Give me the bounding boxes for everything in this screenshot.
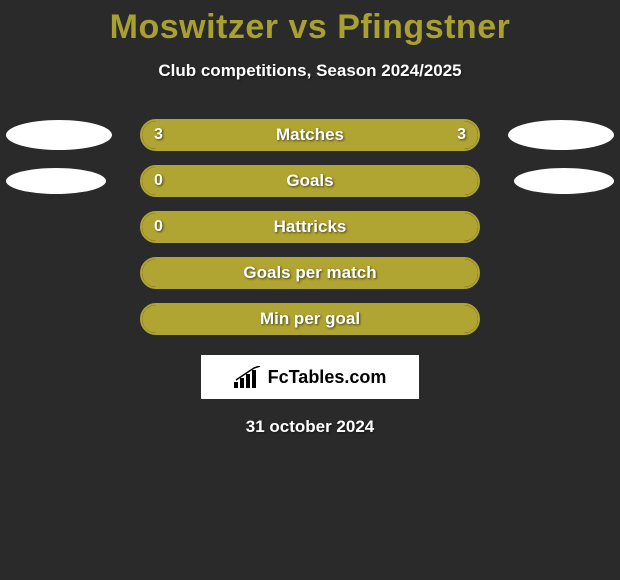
stat-row: Min per goal xyxy=(0,303,620,335)
stat-row: Hattricks0 xyxy=(0,211,620,243)
player-right-ellipse xyxy=(508,120,614,150)
stat-label: Matches xyxy=(142,121,478,149)
subtitle: Club competitions, Season 2024/2025 xyxy=(0,61,620,81)
stat-bar: Hattricks0 xyxy=(140,211,480,243)
stat-value-right: 3 xyxy=(457,121,466,149)
page-title: Moswitzer vs Pfingstner xyxy=(0,0,620,47)
stat-row: Goals0 xyxy=(0,165,620,197)
stat-label: Min per goal xyxy=(142,305,478,333)
stat-label: Hattricks xyxy=(142,213,478,241)
player-left-ellipse xyxy=(6,168,106,194)
stat-label: Goals xyxy=(142,167,478,195)
player-right-ellipse xyxy=(514,168,614,194)
stat-row: Goals per match xyxy=(0,257,620,289)
stat-bar: Goals per match xyxy=(140,257,480,289)
player-left-ellipse xyxy=(6,120,112,150)
watermark-icon xyxy=(234,366,262,388)
stat-value-left: 0 xyxy=(154,213,163,241)
watermark: FcTables.com xyxy=(201,355,419,399)
stat-label: Goals per match xyxy=(142,259,478,287)
comparison-infographic: Moswitzer vs Pfingstner Club competition… xyxy=(0,0,620,580)
stat-bar: Goals0 xyxy=(140,165,480,197)
stat-bar: Matches3 3 xyxy=(140,119,480,151)
stat-row: Matches3 3 xyxy=(0,119,620,151)
stats-rows: Matches33Goals0Hattricks0Goals per match… xyxy=(0,119,620,335)
stat-value-left: 3 xyxy=(154,121,163,149)
stat-value-left: 0 xyxy=(154,167,163,195)
stat-bar: Min per goal xyxy=(140,303,480,335)
watermark-text: FcTables.com xyxy=(268,367,387,388)
date: 31 october 2024 xyxy=(0,417,620,437)
